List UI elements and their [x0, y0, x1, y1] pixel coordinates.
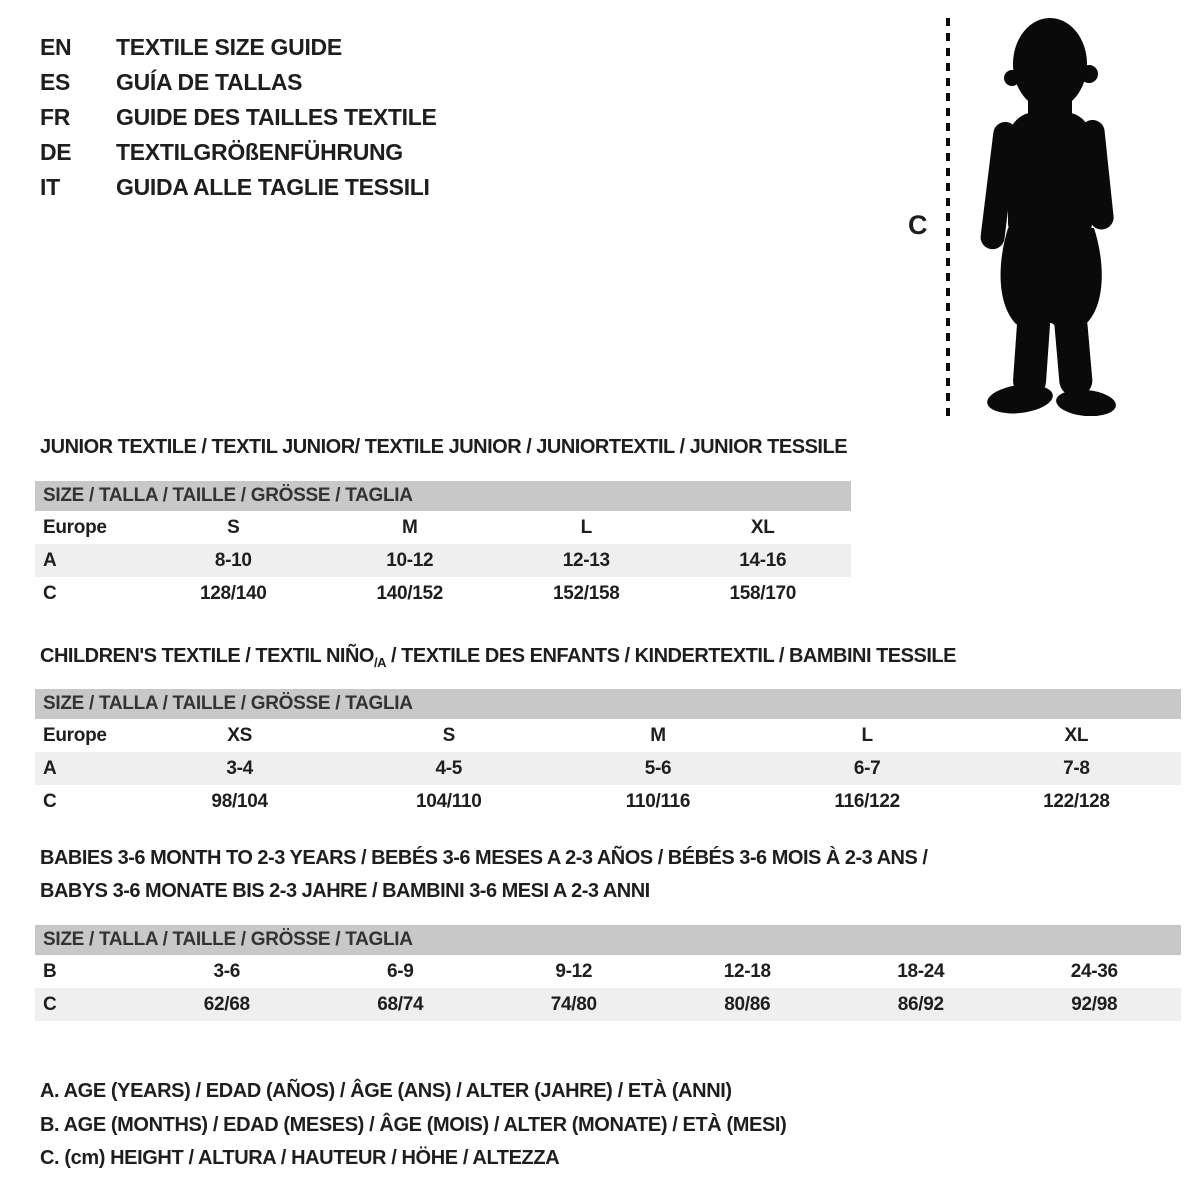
size-cell: XL [750, 516, 775, 538]
lang-row-it: IT GUIDA ALLE TAGLIE TESSILI [40, 170, 437, 205]
guide-title-de: TEXTILGRÖßENFÜHRUNG [116, 139, 403, 165]
children-title-sub: /A [373, 655, 387, 670]
measure-label-c: C [908, 210, 928, 240]
children-title-post: / TEXTILE DES ENFANTS / KINDERTEXTIL / B… [385, 645, 956, 667]
babies-section-title-line2: BABYS 3-6 MONATE BIS 2-3 JAHRE / BAMBINI… [40, 880, 650, 902]
lang-code: DE [40, 139, 72, 165]
guide-title-it: GUIDA ALLE TAGLIE TESSILI [116, 174, 430, 200]
size-cell: 14-16 [739, 549, 787, 571]
guide-title-en: TEXTILE SIZE GUIDE [116, 34, 342, 60]
children-section-title: CHILDREN'S TEXTILE / TEXTIL NIÑO/A / TEX… [40, 645, 956, 670]
size-cell: 3-6 [213, 960, 241, 982]
lang-row-fr: FR GUIDE DES TAILLES TEXTILE [40, 100, 437, 135]
size-cell: 62/68 [203, 993, 250, 1015]
size-cell: 7-8 [1063, 757, 1090, 779]
size-cell: M [401, 516, 418, 538]
table-row: A 3-4 4-5 5-6 6-7 7-8 [35, 752, 1181, 785]
row-label: Europe [43, 516, 107, 538]
guide-title-fr: GUIDE DES TAILLES TEXTILE [116, 104, 437, 130]
lang-row-en: EN TEXTILE SIZE GUIDE [40, 30, 437, 65]
language-header: EN TEXTILE SIZE GUIDE ES GUÍA DE TALLAS … [40, 30, 437, 205]
guide-title-es: GUÍA DE TALLAS [116, 69, 303, 95]
row-label: A [43, 549, 57, 571]
babies-size-table: SIZE / TALLA / TAILLE / GRÖSSE / TAGLIA … [35, 925, 1181, 1021]
table-row: C 62/68 68/74 74/80 80/86 86/92 92/98 [35, 988, 1181, 1021]
size-cell: 12-18 [723, 960, 771, 982]
size-cell: XL [1064, 724, 1089, 746]
lang-code: FR [40, 104, 71, 130]
legend-age-months: B. AGE (MONTHS) / EDAD (MESES) / ÂGE (MO… [40, 1113, 787, 1136]
size-cell: 12-13 [562, 549, 610, 571]
babies-table: B 3-6 6-9 9-12 12-18 18-24 24-36 C 62/68 68/74 74/… [35, 955, 1181, 1021]
junior-section-title: JUNIOR TEXTILE / TEXTIL JUNIOR/ TEXTILE … [40, 436, 848, 458]
junior-table: Europe S M L XL A 8-10 10-12 12-13 14-16 C 128/140 1… [35, 511, 851, 610]
size-cell: 86/92 [897, 993, 944, 1015]
table-row: B 3-6 6-9 9-12 12-18 18-24 24-36 [35, 955, 1181, 988]
row-label: C [43, 790, 57, 812]
lang-code: ES [40, 69, 71, 95]
size-table-header: SIZE / TALLA / TAILLE / GRÖSSE / TAGLIA [35, 689, 1181, 719]
toddler-silhouette-icon [980, 18, 1116, 416]
junior-size-table: SIZE / TALLA / TAILLE / GRÖSSE / TAGLIA … [35, 481, 851, 610]
size-table-header: SIZE / TALLA / TAILLE / GRÖSSE / TAGLIA [35, 481, 851, 511]
size-cell: 116/122 [834, 790, 900, 812]
lang-row-de: DE TEXTILGRÖßENFÜHRUNG [40, 135, 437, 170]
children-size-table: SIZE / TALLA / TAILLE / GRÖSSE / TAGLIA … [35, 689, 1181, 818]
size-cell: L [861, 724, 874, 746]
size-cell: 122/128 [1043, 790, 1110, 812]
table-row: Europe S M L XL [35, 511, 851, 544]
size-cell: 74/80 [550, 993, 597, 1015]
size-cell: 152/158 [552, 582, 620, 604]
size-cell: 5-6 [644, 757, 672, 779]
size-cell: XS [227, 724, 252, 746]
row-label: A [43, 757, 57, 779]
legend-height-cm: C. (cm) HEIGHT / ALTURA / HAUTEUR / HÖHE… [40, 1147, 560, 1169]
table-row: A 8-10 10-12 12-13 14-16 [35, 544, 851, 577]
size-cell: 8-10 [214, 549, 252, 571]
size-cell: 128/140 [199, 582, 267, 604]
size-cell: 10-12 [386, 549, 434, 571]
size-cell: S [227, 516, 240, 538]
table-row: C 128/140 140/152 152/158 158/170 [35, 577, 851, 610]
lang-code: EN [40, 34, 72, 60]
row-label: Europe [43, 724, 107, 746]
lang-code: IT [40, 174, 60, 200]
size-cell: 24-36 [1070, 960, 1118, 982]
size-cell: 3-4 [226, 757, 253, 779]
babies-section-title-line1: BABIES 3-6 MONTH TO 2-3 YEARS / BEBÉS 3-… [40, 847, 928, 869]
size-cell: 140/152 [376, 582, 444, 604]
size-cell: 158/170 [729, 582, 797, 604]
size-table-header: SIZE / TALLA / TAILLE / GRÖSSE / TAGLIA [35, 925, 1181, 955]
size-cell: 6-7 [853, 757, 881, 779]
size-cell: 68/74 [377, 993, 424, 1015]
size-cell: 98/104 [211, 790, 268, 812]
size-cell: 9-12 [555, 960, 593, 982]
size-cell: L [580, 516, 593, 538]
row-label: C [43, 993, 57, 1015]
size-cell: 110/116 [625, 790, 691, 812]
measurement-legend: A. AGE (YEARS) / EDAD (AÑOS) / ÂGE (ANS)… [40, 1075, 787, 1176]
children-table: Europe XS S M L XL A 3-4 4-5 5-6 6-7 7-8 C 98/104 104/… [35, 719, 1181, 818]
legend-age-years: A. AGE (YEARS) / EDAD (AÑOS) / ÂGE (ANS)… [40, 1080, 732, 1102]
size-cell: M [650, 724, 666, 746]
size-cell: 104/110 [416, 790, 482, 812]
size-cell: 4-5 [435, 757, 463, 779]
height-measure-dotted-line [946, 18, 950, 416]
size-cell: 92/98 [1071, 993, 1118, 1015]
row-label: B [43, 960, 57, 982]
size-cell: S [442, 724, 456, 746]
lang-row-es: ES GUÍA DE TALLAS [40, 65, 437, 100]
table-row: Europe XS S M L XL [35, 719, 1181, 752]
size-cell: 80/86 [724, 993, 771, 1015]
table-row: C 98/104 104/110 110/116 116/122 122/128 [35, 785, 1181, 818]
row-label: C [43, 582, 57, 604]
size-cell: 18-24 [897, 960, 945, 982]
size-cell: 6-9 [386, 960, 414, 982]
children-title-pre: CHILDREN'S TEXTILE / TEXTIL NIÑO [40, 645, 374, 667]
